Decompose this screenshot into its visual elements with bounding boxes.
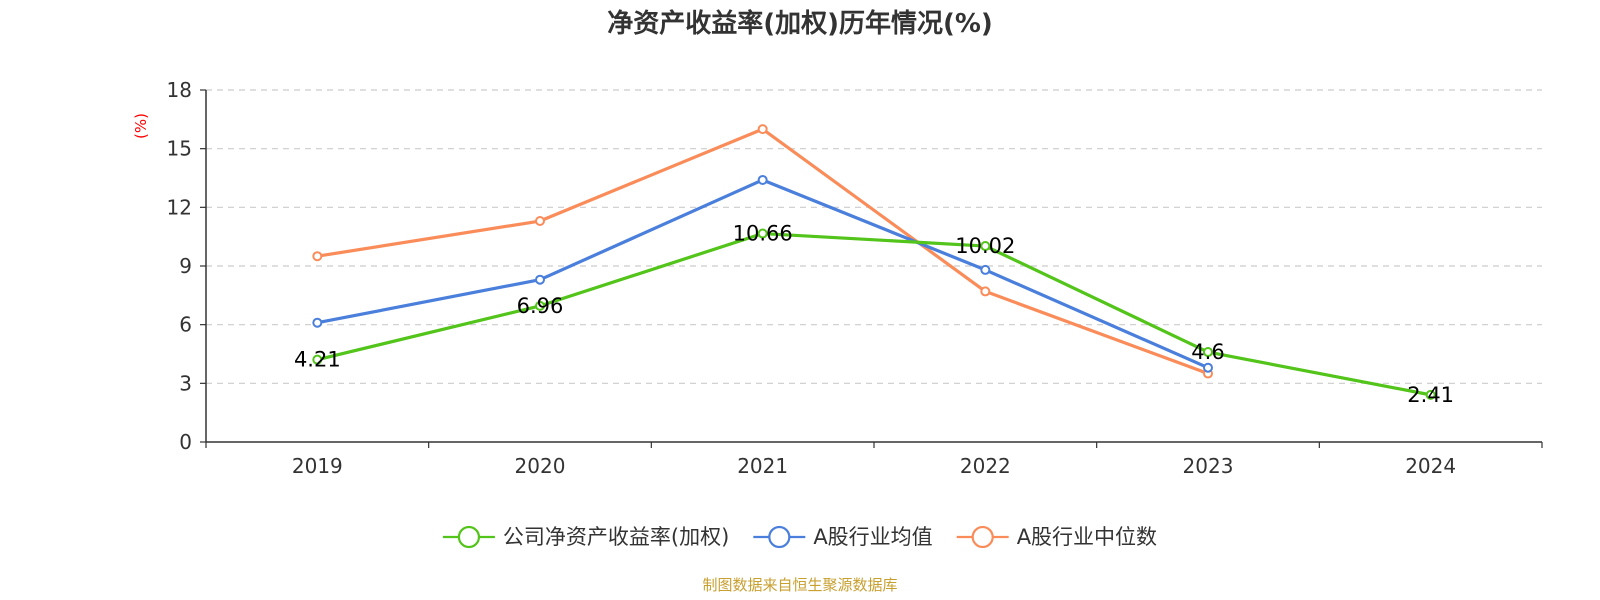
legend-label: A股行业均值: [813, 525, 932, 549]
legend-circle-marker: [971, 525, 994, 549]
grid-lines: [206, 89, 1542, 384]
y-tick-label: 9: [179, 254, 192, 278]
legend-item-1[interactable]: A股行业均值: [753, 525, 933, 549]
y-tick-label: 18: [167, 78, 192, 102]
series-line-2[interactable]: [315, 127, 1210, 376]
series-lines: [312, 124, 1436, 400]
data-point[interactable]: [1203, 347, 1213, 358]
legend[interactable]: 公司净资产收益率(加权) A股行业均值 A股行业中位数: [442, 525, 1157, 549]
y-tick-label: 0: [179, 430, 192, 454]
axes: 0 3 6 9 12 15 18 2019 2020 2021 2022 2023 2024: [167, 78, 1543, 478]
series-line-1[interactable]: [315, 178, 1210, 370]
data-point[interactable]: [535, 274, 545, 285]
y-tick-label: 3: [179, 371, 192, 395]
legend-circle-marker: [457, 525, 481, 549]
series-line-0[interactable]: [315, 231, 1433, 397]
data-point[interactable]: [980, 286, 991, 297]
data-source-note: 制图数据来自恒生聚源数据库: [702, 576, 897, 594]
y-tick-label: 15: [167, 137, 192, 161]
data-point[interactable]: [535, 216, 545, 227]
data-point[interactable]: [1425, 389, 1436, 400]
x-tick-label: 2019: [292, 454, 343, 478]
y-axis-unit-label: (%): [132, 113, 150, 139]
legend-circle-marker: [768, 525, 791, 549]
chart-title: 净资产收益率(加权)历年情况(%): [607, 8, 993, 39]
data-label: 10.66: [733, 222, 793, 246]
data-point[interactable]: [757, 174, 768, 185]
x-tick-label: 2023: [1183, 454, 1234, 478]
data-labels: 4.21 6.96 10.66 10.02 4.6 2.41: [294, 222, 1454, 407]
data-point[interactable]: [757, 124, 768, 135]
data-point[interactable]: [312, 354, 323, 365]
data-label: 4.21: [294, 348, 341, 372]
data-label: 6.96: [517, 294, 564, 318]
legend-item-2[interactable]: A股行业中位数: [956, 525, 1157, 549]
data-label: 4.6: [1191, 340, 1224, 364]
y-tick-label: 12: [167, 195, 192, 219]
data-label: 10.02: [955, 234, 1015, 258]
x-tick-label: 2021: [737, 454, 788, 478]
data-point[interactable]: [1203, 362, 1213, 373]
data-point[interactable]: [980, 264, 991, 275]
x-tick-label: 2024: [1405, 454, 1456, 478]
data-point[interactable]: [312, 251, 323, 262]
legend-label: A股行业中位数: [1017, 525, 1157, 549]
data-point[interactable]: [312, 317, 323, 328]
data-point[interactable]: [757, 228, 768, 239]
data-point[interactable]: [980, 241, 991, 252]
x-tick-label: 2022: [960, 454, 1011, 478]
legend-label: 公司净资产收益率(加权): [503, 525, 729, 549]
y-tick-label: 6: [179, 313, 192, 337]
data-point[interactable]: [535, 300, 545, 311]
legend-item-0[interactable]: 公司净资产收益率(加权): [442, 525, 729, 549]
x-tick-label: 2020: [515, 454, 566, 478]
data-label: 2.41: [1407, 383, 1454, 407]
